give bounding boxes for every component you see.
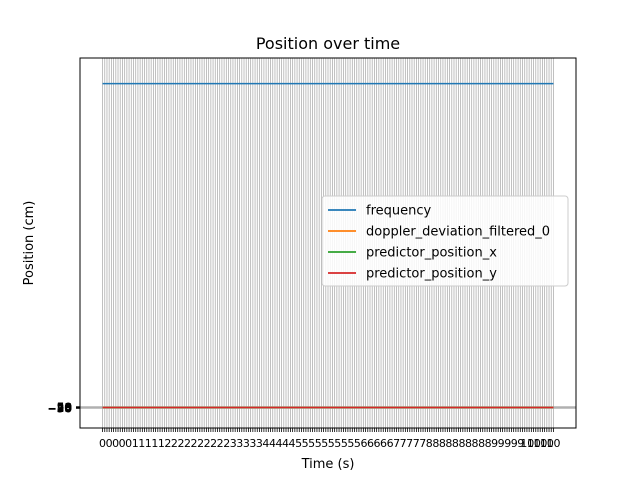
x-tick-label: 9 [504, 437, 511, 450]
x-tick-label: 0 [119, 437, 126, 450]
chart-title: Position over time [256, 34, 400, 53]
x-tick-label: 5 [341, 437, 348, 450]
x-tick-label: 2 [217, 437, 224, 450]
x-tick-label: 5 [334, 437, 341, 450]
x-tick-label: 0 [112, 437, 119, 450]
x-tick-label: 7 [400, 437, 407, 450]
x-tick-label: 2 [177, 437, 184, 450]
legend-label: predictor_position_x [366, 246, 497, 261]
x-tick-label: 1 [151, 437, 158, 450]
x-tick-label: 2 [191, 437, 198, 450]
x-tick-label: 10 [533, 437, 547, 450]
x-tick-label: 8 [426, 437, 433, 450]
x-tick-label: 5 [347, 437, 354, 450]
legend-label: frequency [366, 204, 432, 219]
x-tick-label: 1 [158, 437, 165, 450]
x-tick-label: 4 [269, 437, 276, 450]
y-tick-label: −25 [47, 402, 72, 415]
y-axis-label: Position (cm) [22, 201, 37, 286]
x-tick-label: 1 [132, 437, 139, 450]
legend-box [321, 195, 569, 287]
x-tick-label: 2 [164, 437, 171, 450]
x-tick-label: 2 [184, 437, 191, 450]
x-tick-label: 6 [360, 437, 367, 450]
y-tick-label: 25 [57, 401, 72, 414]
x-tick-label: 2 [171, 437, 178, 450]
x-axis-label: Time (s) [301, 457, 355, 472]
x-tick-label: 8 [452, 437, 459, 450]
x-tick-label: 4 [289, 437, 296, 450]
x-tick-label: 7 [393, 437, 400, 450]
x-tick-label: 7 [406, 437, 413, 450]
x-tick-label: 10 [520, 437, 534, 450]
x-tick-label: 3 [249, 437, 256, 450]
x-tick-label: 5 [295, 437, 302, 450]
x-tick-label: 4 [282, 437, 289, 450]
x-tick-label: 9 [491, 437, 498, 450]
x-tick-label: 8 [439, 437, 446, 450]
x-tick-label: 5 [302, 437, 309, 450]
x-tick-label: 8 [478, 437, 485, 450]
x-tick-label: 8 [432, 437, 439, 450]
x-tick-label: 9 [517, 437, 524, 450]
x-tick-label: 1 [138, 437, 145, 450]
x-tick-label: 1 [145, 437, 152, 450]
x-tick-label: 4 [275, 437, 282, 450]
x-tick-label: 2 [223, 437, 230, 450]
x-tick-label: 5 [321, 437, 328, 450]
x-tick-label: 8 [458, 437, 465, 450]
x-tick-label: 2 [204, 437, 211, 450]
y-tick-label: −50 [47, 402, 72, 415]
x-tick-label: 3 [243, 437, 250, 450]
legend-label: doppler_deviation_filtered_0 [366, 225, 550, 240]
y-tick-label: 50 [57, 401, 73, 414]
x-tick-label: 5 [308, 437, 315, 450]
x-tick-label: 2 [210, 437, 217, 450]
x-tick-label: 0 [106, 437, 113, 450]
x-tick-label: 5 [315, 437, 322, 450]
x-tick-label: 4 [262, 437, 269, 450]
x-tick-label: 8 [445, 437, 452, 450]
x-tick-label: 5 [354, 437, 361, 450]
x-tick-label: 9 [498, 437, 505, 450]
legend-label: predictor_position_y [366, 267, 497, 282]
x-tick-label: 2 [197, 437, 204, 450]
x-tick-label: 6 [387, 437, 394, 450]
x-tick-label: 6 [380, 437, 387, 450]
x-tick-label: 5 [328, 437, 335, 450]
series-lines [102, 82, 554, 409]
x-tick-label: 8 [485, 437, 492, 450]
y-tick-label: 0 [64, 402, 72, 415]
x-tick-label: 8 [465, 437, 472, 450]
legend: frequency doppler_deviation_filtered_0pre… [321, 195, 569, 287]
x-tick-label: 3 [256, 437, 263, 450]
x-tick-label: 10 [546, 437, 560, 450]
x-tick-label: 10 [540, 437, 554, 450]
x-tick-label: 0 [125, 437, 132, 450]
x-tick-label: 3 [230, 437, 237, 450]
x-tick-label: 10 [527, 437, 541, 450]
x-tick-label: 0 [99, 437, 106, 450]
x-tick-label: 6 [374, 437, 381, 450]
x-tick-label: 7 [419, 437, 426, 450]
x-tick-label: 3 [236, 437, 243, 450]
x-tick-label: 6 [367, 437, 374, 450]
x-tick-label: 9 [511, 437, 518, 450]
x-tick-label: 7 [413, 437, 420, 450]
x-tick-label: 8 [472, 437, 479, 450]
